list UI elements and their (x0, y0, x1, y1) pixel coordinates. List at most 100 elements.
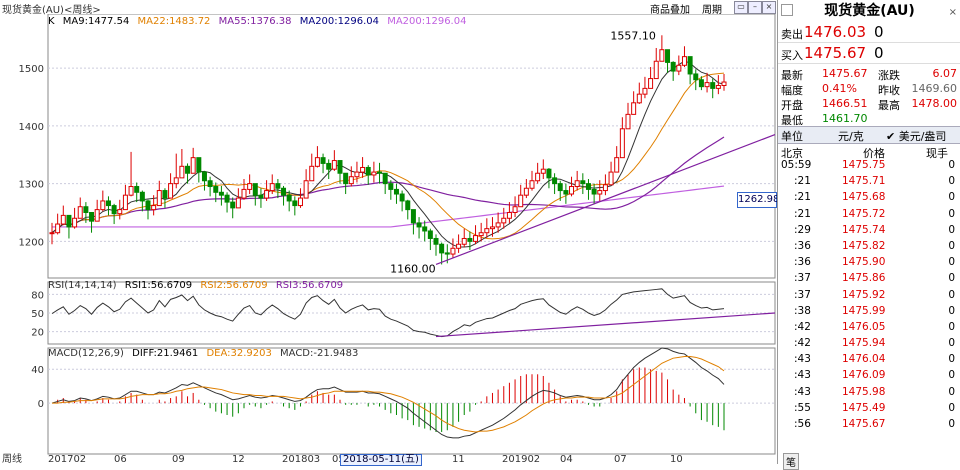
sell-vol: 0 (874, 23, 884, 41)
candle-body (399, 193, 405, 202)
tick-vol: 0 (948, 337, 955, 350)
stat-label: 最高 (878, 99, 900, 112)
candle-body (665, 49, 671, 63)
x-tick-label: 12 (232, 454, 245, 464)
unit-row: 单位 元/克 ✔ 美元/盎司 (778, 126, 960, 144)
candle-body (331, 160, 337, 170)
rsi-legend: RSI(14,14,14) RSI1:56.6709 RSI2:56.6709 … (48, 280, 348, 291)
legend-dea: DEA:32.9203 (206, 348, 272, 359)
restore-icon[interactable]: ▭ (734, 1, 748, 14)
candle-body (100, 200, 106, 211)
candle-body (393, 188, 399, 195)
candle-body (433, 237, 439, 245)
x-tick-label: 05 (332, 454, 345, 464)
main-legend: K MA9:1477.54 MA22:1483.72 MA55:1376.38 … (48, 16, 471, 27)
candle-body (631, 102, 637, 115)
rsi-tick-label: 50 (31, 309, 44, 320)
candle-body (687, 56, 693, 75)
candle-body (715, 85, 721, 89)
unit-usd-tab[interactable]: ✔ 美元/盎司 (886, 130, 947, 143)
dea-line (52, 355, 725, 433)
tick-price: 1476.05 (842, 320, 886, 333)
x-tick-label: 06 (114, 454, 127, 464)
panel-header: 现货黄金(AU) × (778, 0, 960, 22)
minimize-icon[interactable]: – (748, 1, 762, 14)
candle-body (608, 171, 614, 186)
candle-body (602, 184, 608, 192)
candle-body (207, 180, 213, 188)
tick-price: 1475.68 (842, 191, 886, 204)
candle-body (105, 200, 111, 207)
tick-price: 1475.71 (842, 175, 886, 188)
candle-body (139, 191, 145, 202)
chart-title: 现货黄金(AU)<周线> (2, 5, 101, 16)
stat-value: 1475.67 (822, 67, 868, 80)
candle-body (134, 186, 140, 193)
candle-body (371, 171, 377, 176)
candle-body (461, 237, 467, 245)
tick-row: :36 1475.82 0 (778, 239, 960, 255)
tick-list[interactable]: 05:59 1475.75 0:21 1475.71 0:21 1475.68 0:21 14… (778, 158, 960, 433)
stat-value: 1469.60 (911, 82, 958, 95)
tick-row: :36 1475.90 0 (778, 255, 960, 271)
close-icon[interactable]: × (762, 1, 776, 14)
tick-price: 1476.04 (842, 353, 886, 366)
tick-time: :42 (794, 320, 811, 333)
candle-body (360, 166, 366, 173)
candle-body (365, 166, 371, 176)
tick-vol: 0 (948, 320, 955, 333)
legend-rsi-title: RSI(14,14,14) (48, 280, 117, 291)
rsi-tick-label: 20 (31, 328, 44, 339)
candle-body (681, 56, 687, 66)
x-tick-label: 07 (614, 454, 627, 464)
tick-row: :38 1475.99 0 (778, 304, 960, 320)
tick-time: :21 (794, 207, 811, 220)
y-tick-label: 1400 (19, 122, 44, 133)
candle-body (111, 205, 117, 215)
candle-body (506, 212, 512, 219)
candle-body (94, 209, 100, 222)
low-label: 1160.00 (390, 262, 436, 275)
candle-body (529, 180, 535, 189)
candle-body (151, 205, 157, 211)
tick-footer-tab[interactable]: 笔 (783, 453, 799, 470)
stat-label: 开盘 (781, 99, 803, 112)
candle-body (224, 194, 230, 203)
candle-body (619, 128, 625, 159)
period-button[interactable]: 周期 (702, 5, 722, 16)
candle-body (552, 177, 558, 185)
candle-body (676, 64, 682, 72)
candle-body (636, 93, 642, 104)
macd-tick-label: 40 (31, 365, 44, 376)
tick-vol: 0 (948, 191, 955, 204)
tick-time: :38 (794, 304, 811, 317)
tick-time: :36 (794, 239, 811, 252)
candle-body (156, 190, 162, 207)
candle-body (60, 214, 66, 225)
candle-body (128, 186, 134, 196)
tick-time: :37 (794, 288, 811, 301)
candle-body (388, 183, 394, 190)
candle-body (49, 232, 55, 235)
tick-time: :43 (794, 353, 811, 366)
stat-value: 6.07 (932, 67, 958, 80)
candle-body (574, 180, 580, 188)
stats-row: 最低 1461.70 (778, 111, 960, 127)
chart-area[interactable]: 12001300140015002050800401557.101160.00周… (0, 14, 776, 464)
tick-row: :21 1475.71 0 (778, 174, 960, 190)
candle-body (557, 183, 563, 192)
crosshair-date: 2018-05-11(五) (340, 454, 422, 466)
panel-menu-icon[interactable] (781, 4, 793, 16)
unit-rmb-tab[interactable]: 元/克 (838, 130, 864, 143)
tick-time: :29 (794, 223, 811, 236)
panel-close-icon[interactable]: × (948, 7, 957, 18)
overlay-products-button[interactable]: 商品叠加 (650, 5, 690, 16)
tick-price: 1475.72 (842, 207, 886, 220)
tick-vol: 0 (948, 223, 955, 236)
candle-body (377, 171, 383, 174)
candle-body (190, 157, 196, 174)
ma55-line (51, 136, 725, 234)
candle-body (405, 200, 411, 211)
candle-body (343, 172, 349, 185)
stats-row: 幅度 0.41% 昨收 1469.60 (778, 81, 960, 97)
